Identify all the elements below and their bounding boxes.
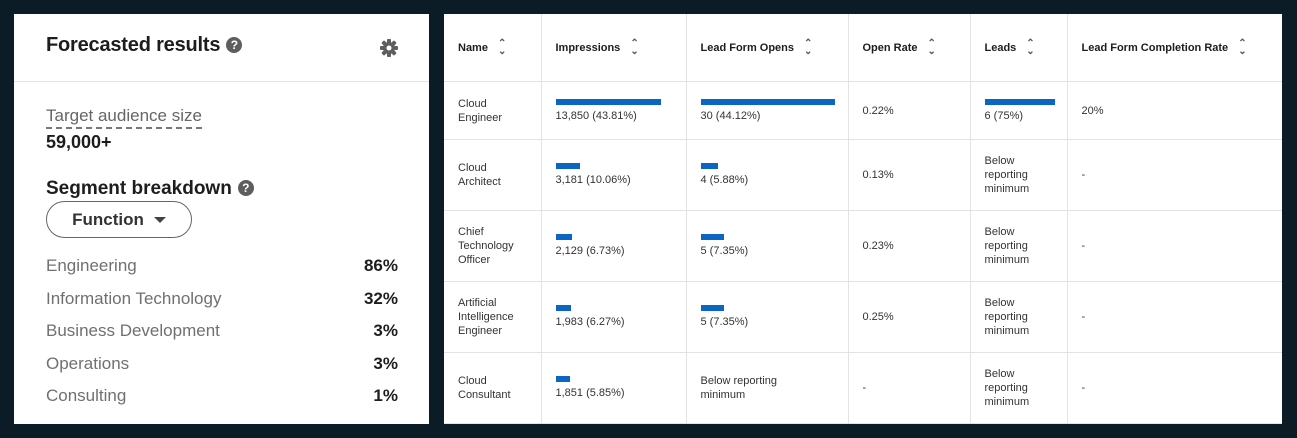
table-row: Chief Technology Officer 2,129 (6.73%) 5 (… <box>444 210 1282 282</box>
results-table: Name ⌃ ⌄ Impressions ⌃ ⌄ Lead Form Opens ⌃ ⌄ O… <box>444 14 1282 424</box>
share-bar <box>555 234 572 240</box>
share-bar <box>700 163 718 169</box>
cell-completion-rate: - <box>1067 352 1282 424</box>
cell-name: Cloud Engineer <box>444 81 542 140</box>
cell-name: Cloud Consultant <box>444 352 542 424</box>
segment-row: Information Technology 32% <box>46 289 398 308</box>
cell-open-rate: 0.23% <box>848 210 971 282</box>
cell-open-rate: 0.13% <box>848 139 971 211</box>
gear-icon[interactable] <box>379 38 399 58</box>
results-table-panel: Name ⌃ ⌄ Impressions ⌃ ⌄ Lead Form Opens ⌃ ⌄ O… <box>444 14 1282 424</box>
column-header-open-rate[interactable]: Open Rate ⌃ ⌄ <box>848 14 971 82</box>
cell-completion-rate: - <box>1067 139 1282 211</box>
function-dropdown-button[interactable]: Function <box>46 201 192 238</box>
cell-open-rate: 0.22% <box>848 81 971 140</box>
column-header-lead-form-opens[interactable]: Lead Form Opens ⌃ ⌄ <box>686 14 849 82</box>
target-audience-value: 59,000+ <box>46 132 112 152</box>
segment-breakdown-title: Segment breakdown? <box>46 178 254 200</box>
share-bar <box>700 234 724 240</box>
table-row: Artificial Intelligence Engineer 1,983 (6… <box>444 281 1282 353</box>
column-header-impressions[interactable]: Impressions ⌃ ⌄ <box>541 14 687 82</box>
cell-leads: Below reporting minimum <box>970 352 1068 424</box>
cell-lead-form-opens: Below reporting minimum <box>686 352 849 424</box>
cell-name: Artificial Intelligence Engineer <box>444 281 542 353</box>
segment-row: Consulting 1% <box>46 386 398 405</box>
forecast-header: Forecasted results? <box>14 14 429 82</box>
cell-open-rate: - <box>848 352 971 424</box>
share-bar <box>555 163 580 169</box>
cell-leads: Below reporting minimum <box>970 281 1068 353</box>
segment-row: Operations 3% <box>46 354 398 373</box>
column-header-name[interactable]: Name ⌃ ⌄ <box>444 14 542 82</box>
cell-name: Chief Technology Officer <box>444 210 542 282</box>
cell-impressions: 1,983 (6.27%) <box>541 281 687 353</box>
cell-completion-rate: - <box>1067 281 1282 353</box>
sort-icon[interactable]: ⌃ ⌄ <box>1238 37 1247 57</box>
sort-icon[interactable]: ⌃ ⌄ <box>497 37 507 57</box>
forecast-panel: Forecasted results? Target audience size… <box>14 14 429 424</box>
segment-row: Business Development 3% <box>46 321 398 340</box>
cell-impressions: 2,129 (6.73%) <box>541 210 687 282</box>
cell-completion-rate: 20% <box>1067 81 1282 140</box>
caret-down-icon <box>153 216 166 223</box>
share-bar <box>555 376 570 382</box>
sort-icon[interactable]: ⌃ ⌄ <box>1026 37 1035 57</box>
sort-icon[interactable]: ⌃ ⌄ <box>630 37 639 57</box>
help-icon[interactable]: ? <box>237 180 254 196</box>
cell-completion-rate: - <box>1067 210 1282 282</box>
cell-leads: Below reporting minimum <box>970 210 1068 282</box>
table-row: Cloud Engineer 13,850 (43.81%) 30 (44.12%)… <box>444 81 1282 140</box>
share-bar <box>700 98 835 105</box>
column-header-leads[interactable]: Leads ⌃ ⌄ <box>970 14 1068 82</box>
cell-impressions: 3,181 (10.06%) <box>541 139 687 211</box>
target-audience-label[interactable]: Target audience size <box>46 106 202 129</box>
cell-leads: 6 (75%) <box>970 81 1068 140</box>
forecast-title: Forecasted results? <box>46 34 243 57</box>
cell-lead-form-opens: 5 (7.35%) <box>686 281 849 353</box>
share-bar <box>555 98 661 105</box>
cell-leads: Below reporting minimum <box>970 139 1068 211</box>
cell-impressions: 1,851 (5.85%) <box>541 352 687 424</box>
sort-icon[interactable]: ⌃ ⌄ <box>927 37 936 57</box>
column-header-completion-rate[interactable]: Lead Form Completion Rate ⌃ ⌄ <box>1067 14 1282 82</box>
cell-name: Cloud Architect <box>444 139 542 211</box>
sort-icon[interactable]: ⌃ ⌄ <box>804 37 813 57</box>
cell-lead-form-opens: 30 (44.12%) <box>686 81 849 140</box>
segment-row: Engineering 86% <box>46 256 398 275</box>
share-bar <box>700 305 724 311</box>
table-row: Cloud Architect 3,181 (10.06%) 4 (5.88%) 0.… <box>444 139 1282 211</box>
table-row: Cloud Consultant 1,851 (5.85%) Below repor… <box>444 352 1282 424</box>
help-icon[interactable]: ? <box>226 37 243 53</box>
share-bar <box>984 98 1055 105</box>
table-header-row: Name ⌃ ⌄ Impressions ⌃ ⌄ Lead Form Opens ⌃ ⌄ O… <box>444 14 1282 82</box>
cell-lead-form-opens: 5 (7.35%) <box>686 210 849 282</box>
share-bar <box>555 305 571 311</box>
cell-lead-form-opens: 4 (5.88%) <box>686 139 849 211</box>
cell-open-rate: 0.25% <box>848 281 971 353</box>
cell-impressions: 13,850 (43.81%) <box>541 81 687 140</box>
